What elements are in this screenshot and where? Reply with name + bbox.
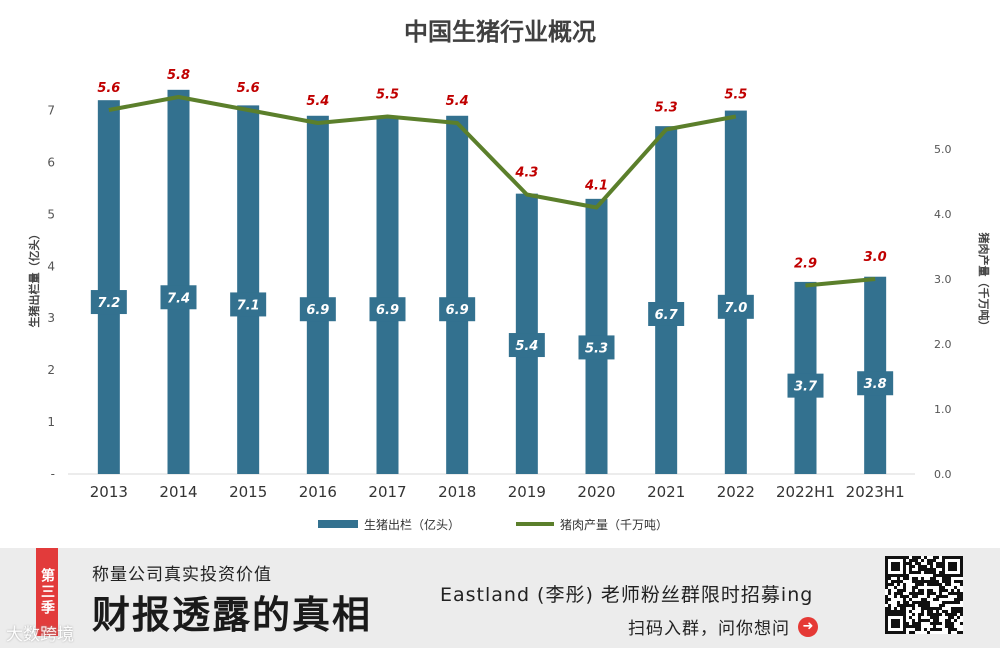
qr-code-icon[interactable]: [885, 556, 963, 634]
y-right-tick-label: 0.0: [934, 468, 952, 481]
y-left-tick-label: 5: [47, 207, 55, 221]
bar-value-label: 6.7: [655, 308, 679, 323]
bar-label-box: [578, 335, 615, 360]
legend-label-line: 猪肉产量（千万吨）: [560, 518, 668, 532]
bar: [97, 100, 120, 475]
line-value-label: 5.6: [97, 81, 120, 96]
bar: [376, 115, 399, 474]
bar-value-label: 5.4: [515, 339, 538, 354]
right-arrow-icon[interactable]: ➜: [798, 616, 818, 637]
bar-label-box: [648, 301, 685, 326]
line-value-label: 4.1: [584, 179, 608, 194]
y-left-tick-label: 6: [47, 155, 55, 169]
x-tick-label: 2014: [159, 483, 197, 501]
legend-swatch-bars: [318, 520, 358, 528]
bar-label-box: [230, 292, 267, 317]
line-value-label: 5.4: [446, 94, 469, 109]
promo-banner: 第三季 称量公司真实投资价值 财报透露的真相 Eastland (李彤) 老师粉…: [0, 548, 1000, 648]
chart-area: 中国生猪行业概况 生猪出栏量（亿头） 猪肉产量（千万吨） - 1 2 3 4 5 6 7 0.…: [27, 18, 991, 532]
bar-value-label: 3.7: [794, 380, 818, 395]
cta-text: 扫码入群，问你想问: [628, 619, 790, 639]
banner-headline: 财报透露的真相: [92, 592, 373, 637]
combo-chart: 中国生猪行业概况 生猪出栏量（亿头） 猪肉产量（千万吨） - 1 2 3 4 5 6 7 0.…: [27, 18, 991, 532]
bar-label-box: [857, 371, 894, 396]
watermark: 大数跨境: [6, 625, 74, 645]
line-value-label: 5.8: [167, 68, 190, 83]
banner-teacher-line: Eastland (李彤) 老师粉丝群限时招募ing: [440, 584, 814, 606]
bar-label-box: [160, 285, 197, 310]
line-value-labels: 5.6 5.8 5.6 5.4 5.5 5.4 4.3 4.1 5.3 5.5 2.9 3.0: [97, 68, 886, 272]
line-value-label: 2.9: [794, 257, 817, 272]
bar-label-box: [369, 297, 406, 322]
y-right-axis-title: 猪肉产量（千万吨）: [977, 232, 991, 332]
line-series: [108, 95, 876, 288]
y-left-tick-label: 7: [47, 104, 55, 118]
bar: [446, 115, 469, 474]
bar-label-box: [90, 290, 127, 315]
bar-value-label: 7.1: [237, 298, 260, 313]
y-left-tick-label: 2: [47, 363, 55, 377]
y-right-tick-label: 4.0: [934, 208, 952, 221]
x-tick-label: 2015: [229, 483, 267, 501]
bar-value-label: 3.8: [864, 377, 887, 392]
line-value-label: 5.6: [237, 81, 260, 96]
line-half-year: [805, 277, 876, 288]
x-tick-label: 2023H1: [846, 483, 905, 501]
y-left-tick-label: 4: [47, 259, 55, 273]
line-value-label: 5.5: [376, 88, 399, 103]
chart-title: 中国生猪行业概况: [404, 18, 596, 46]
line-value-label: 5.4: [306, 94, 329, 109]
bar-label-box: [439, 297, 476, 322]
bar: [655, 126, 678, 474]
x-tick-label: 2016: [299, 483, 337, 501]
bar: [724, 110, 747, 474]
y-right-tick-label: 2.0: [934, 338, 952, 351]
bar-label-box: [299, 297, 336, 322]
season-tag: 第三季: [36, 548, 58, 636]
bar-value-label: 7.4: [167, 291, 190, 306]
bar-value-label: 6.9: [376, 303, 399, 318]
legend: 生猪出栏（亿头） 猪肉产量（千万吨）: [318, 517, 668, 532]
y-left-axis-title: 生猪出栏量（亿头）: [27, 229, 41, 328]
x-tick-label: 2021: [647, 483, 685, 501]
x-tick-label: 2013: [90, 483, 128, 501]
x-tick-label: 2022: [717, 483, 755, 501]
bar-value-label: 6.9: [446, 303, 469, 318]
x-tick-label: 2019: [508, 483, 546, 501]
y-right-ticks: 0.0 1.0 2.0 3.0 4.0 5.0: [934, 143, 952, 481]
bar: [306, 115, 329, 474]
bar-value-labels: 7.2 7.4 7.1 6.9 6.9 6.9 5.4 5.3 6.7 7.0 3.7 3.8: [90, 285, 894, 398]
y-left-tick-label: -: [51, 467, 55, 481]
bar-value-label: 5.3: [585, 341, 608, 356]
line-value-label: 5.5: [724, 88, 747, 103]
y-right-tick-label: 5.0: [934, 143, 952, 156]
line-annual: [108, 95, 737, 210]
y-left-tick-label: 3: [47, 311, 55, 325]
bar-value-label: 6.9: [306, 303, 329, 318]
legend-label-bars: 生猪出栏（亿头）: [364, 517, 460, 532]
y-right-tick-label: 3.0: [934, 273, 952, 286]
bar: [237, 105, 260, 475]
bar: [167, 89, 190, 474]
bar-value-label: 7.0: [724, 301, 747, 316]
bar-value-label: 7.2: [97, 296, 120, 311]
banner-slogan: 称量公司真实投资价值: [92, 565, 272, 585]
x-tick-label: 2017: [368, 483, 406, 501]
x-tick-label: 2018: [438, 483, 476, 501]
y-left-tick-label: 1: [47, 415, 55, 429]
bar-label-box: [508, 333, 545, 358]
y-right-tick-label: 1.0: [934, 403, 952, 416]
x-tick-label: 2020: [577, 483, 615, 501]
x-tick-label: 2022H1: [776, 483, 835, 501]
bar-series: [97, 89, 887, 475]
y-left-ticks: - 1 2 3 4 5 6 7: [47, 104, 55, 481]
line-value-label: 3.0: [864, 250, 887, 265]
line-value-label: 4.3: [514, 166, 538, 181]
bar-label-box: [787, 373, 824, 398]
cta-row[interactable]: 扫码入群，问你想问 ➜: [628, 614, 818, 639]
bar-label-box: [717, 294, 754, 319]
x-ticks: 2013 2014 2015 2016 2017 2018 2019 2020 2021 2022…: [90, 483, 905, 501]
line-value-label: 5.3: [655, 101, 678, 116]
